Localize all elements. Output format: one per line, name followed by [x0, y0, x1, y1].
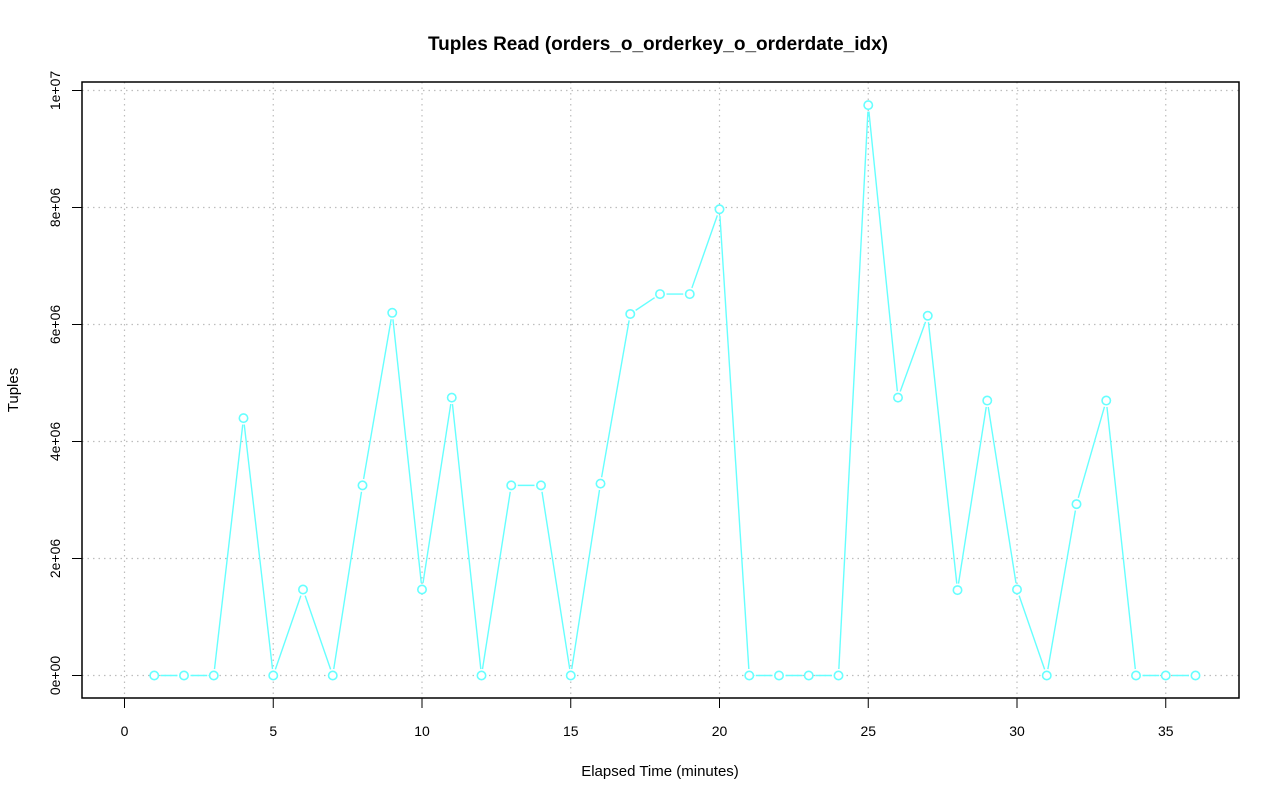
data-point — [476, 670, 487, 681]
data-point — [773, 670, 784, 681]
series-line-segment — [719, 215, 750, 670]
data-point — [565, 670, 576, 681]
data-point — [387, 307, 398, 318]
series-line-segment — [600, 320, 630, 478]
series-line-segment — [541, 491, 571, 670]
data-point — [416, 584, 427, 595]
data-point — [684, 289, 695, 300]
data-point — [803, 670, 814, 681]
series-line-segment — [838, 111, 869, 670]
axes: 0 5 10 15 20 25 30 35 0e+00 2e+06 4e+06 6e+06 8e+06 1… — [47, 71, 1174, 739]
y-axis-label: Tuples — [5, 368, 22, 412]
series-line-segment — [422, 403, 452, 584]
data-point — [179, 670, 190, 681]
data-point — [208, 670, 219, 681]
series-line-segment — [1047, 510, 1077, 670]
series-line-segment — [304, 595, 332, 670]
data-point — [714, 204, 725, 215]
data-point — [149, 670, 160, 681]
data-point — [982, 395, 993, 406]
data-point — [892, 392, 903, 403]
data-point — [1041, 670, 1052, 681]
data-point — [654, 289, 665, 300]
series-line-segment — [1106, 406, 1136, 670]
series-line-segment — [274, 595, 302, 670]
series-line-segment — [927, 322, 958, 584]
data-point — [506, 480, 517, 491]
series-line-segment — [1077, 406, 1106, 499]
series-line-segment — [392, 319, 423, 584]
series-line-segment — [362, 319, 392, 480]
series-line-segment — [635, 297, 655, 311]
series-line-segment — [987, 406, 1017, 584]
series-line-segment — [1018, 595, 1046, 670]
data-point — [535, 480, 546, 491]
y-tick-label: 8e+06 — [47, 188, 63, 228]
data-point — [922, 310, 933, 321]
data-point — [446, 392, 457, 403]
x-tick-label: 35 — [1158, 723, 1174, 739]
x-tick-label: 25 — [860, 723, 876, 739]
series-line-segment — [451, 404, 482, 670]
data-point — [952, 585, 963, 596]
series-line-segment — [481, 491, 511, 670]
series-line-segment — [333, 491, 363, 670]
chart-title: Tuples Read (orders_o_orderkey_o_orderda… — [428, 34, 888, 55]
series-layer — [149, 100, 1201, 681]
data-point — [1011, 584, 1022, 595]
data-point — [1101, 395, 1112, 406]
x-tick-label: 0 — [121, 723, 129, 739]
grid-lines — [82, 82, 1239, 698]
y-tick-label: 2e+06 — [47, 539, 63, 579]
data-point — [297, 584, 308, 595]
series-line-segment — [957, 406, 987, 584]
data-point — [863, 100, 874, 111]
data-point — [833, 670, 844, 681]
series-line-segment — [868, 111, 899, 392]
data-point — [1131, 670, 1142, 681]
data-point — [744, 670, 755, 681]
y-tick-label: 6e+06 — [47, 305, 63, 345]
series-line-segment — [899, 321, 927, 392]
data-point — [625, 308, 636, 319]
data-point — [327, 670, 338, 681]
y-tick-label: 1e+07 — [47, 71, 63, 111]
x-tick-label: 5 — [269, 723, 277, 739]
x-tick-label: 15 — [563, 723, 579, 739]
data-point — [1071, 499, 1082, 510]
series-line-segment — [571, 489, 601, 670]
data-point — [1160, 670, 1171, 681]
y-tick-label: 4e+06 — [47, 422, 63, 462]
x-tick-label: 30 — [1009, 723, 1025, 739]
plot-frame — [81, 81, 1240, 699]
data-point — [357, 480, 368, 491]
x-tick-label: 10 — [414, 723, 430, 739]
series-line-segment — [243, 424, 274, 670]
x-axis-label: Elapsed Time (minutes) — [581, 763, 739, 780]
series-line-segment — [213, 424, 244, 670]
data-point — [1190, 670, 1201, 681]
data-point — [238, 413, 249, 424]
series-line-segment — [691, 215, 719, 289]
data-point — [595, 478, 606, 489]
data-point — [268, 670, 279, 681]
x-tick-label: 20 — [712, 723, 728, 739]
y-tick-label: 0e+00 — [47, 656, 63, 696]
